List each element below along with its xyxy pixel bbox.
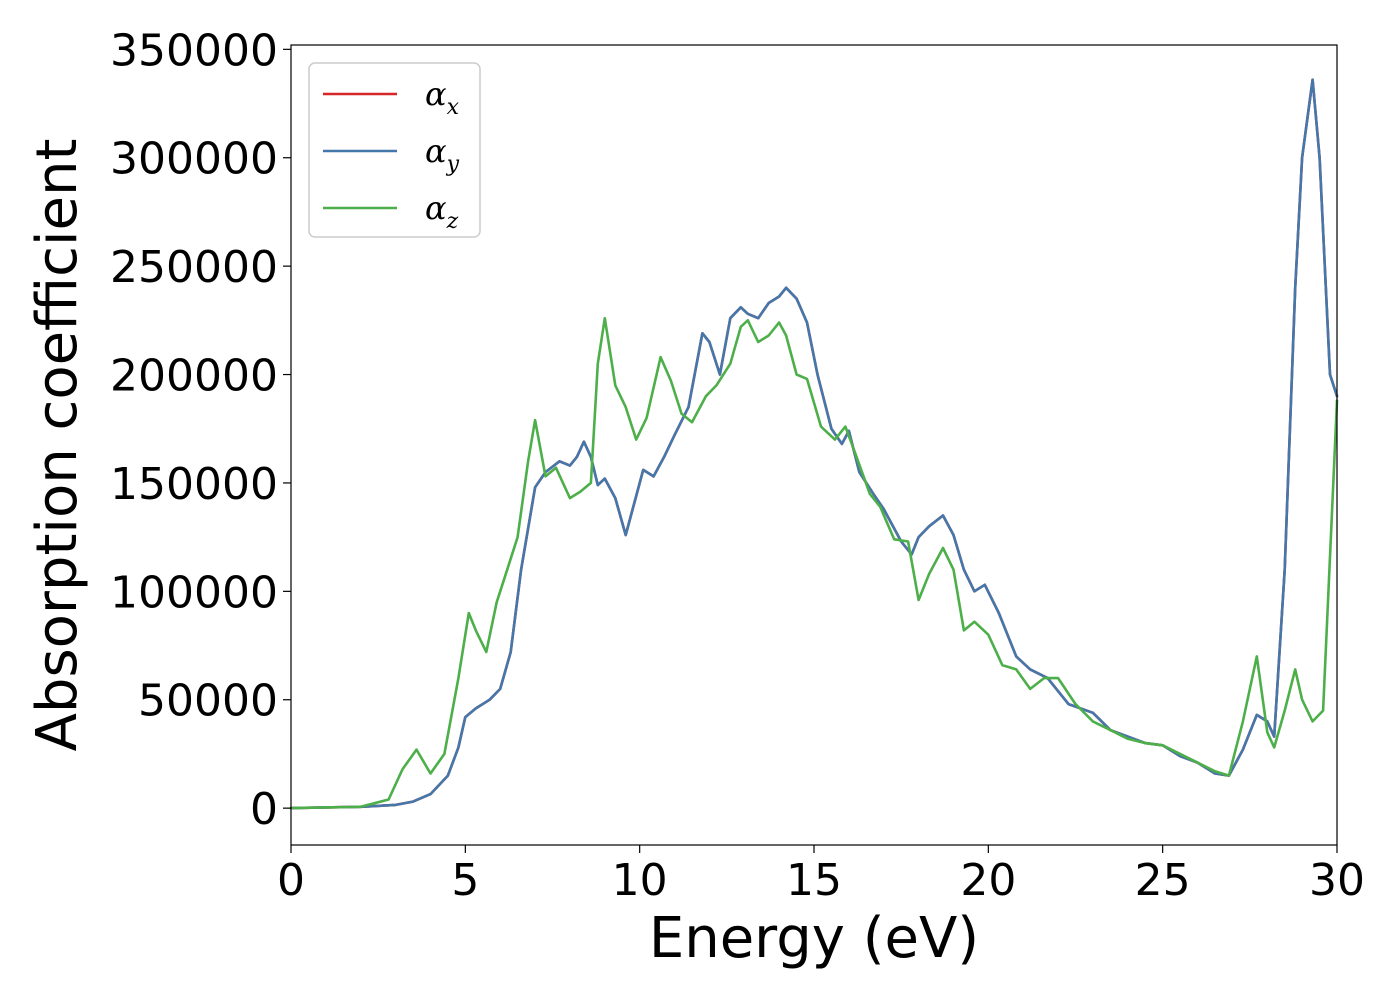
x-tick-label: 15 [786,855,842,906]
x-axis-ticks: 0 5 10 15 20 25 30 [277,845,1365,906]
y-tick-label: 0 [250,784,278,835]
y-axis-label: Absorption coefficient [25,139,90,752]
x-axis-label: Energy (eV) [649,906,979,971]
x-tick-label: 0 [277,855,305,906]
x-tick-label: 30 [1309,855,1365,906]
x-tick-label: 10 [612,855,668,906]
y-tick-label: 100000 [110,567,278,618]
y-axis-ticks: 0 50000 100000 150000 200000 250000 300000 3500… [110,25,291,835]
series-line-z [289,316,1339,810]
legend-label-y: αy [425,132,460,177]
x-tick-label: 25 [1135,855,1191,906]
legend-subscript: z [446,209,459,234]
series-line-y [289,78,1339,810]
y-tick-label: 50000 [138,676,278,727]
y-tick-label: 250000 [110,242,278,293]
y-tick-label: 150000 [110,459,278,510]
series-layer [289,78,1339,810]
x-tick-label: 5 [451,855,479,906]
y-tick-label: 300000 [110,134,278,185]
x-tick-label: 20 [960,855,1016,906]
y-tick-label: 200000 [110,351,278,402]
y-tick-label: 350000 [110,25,278,76]
legend-subscript: y [446,152,460,177]
legend-subscript: x [447,95,460,120]
